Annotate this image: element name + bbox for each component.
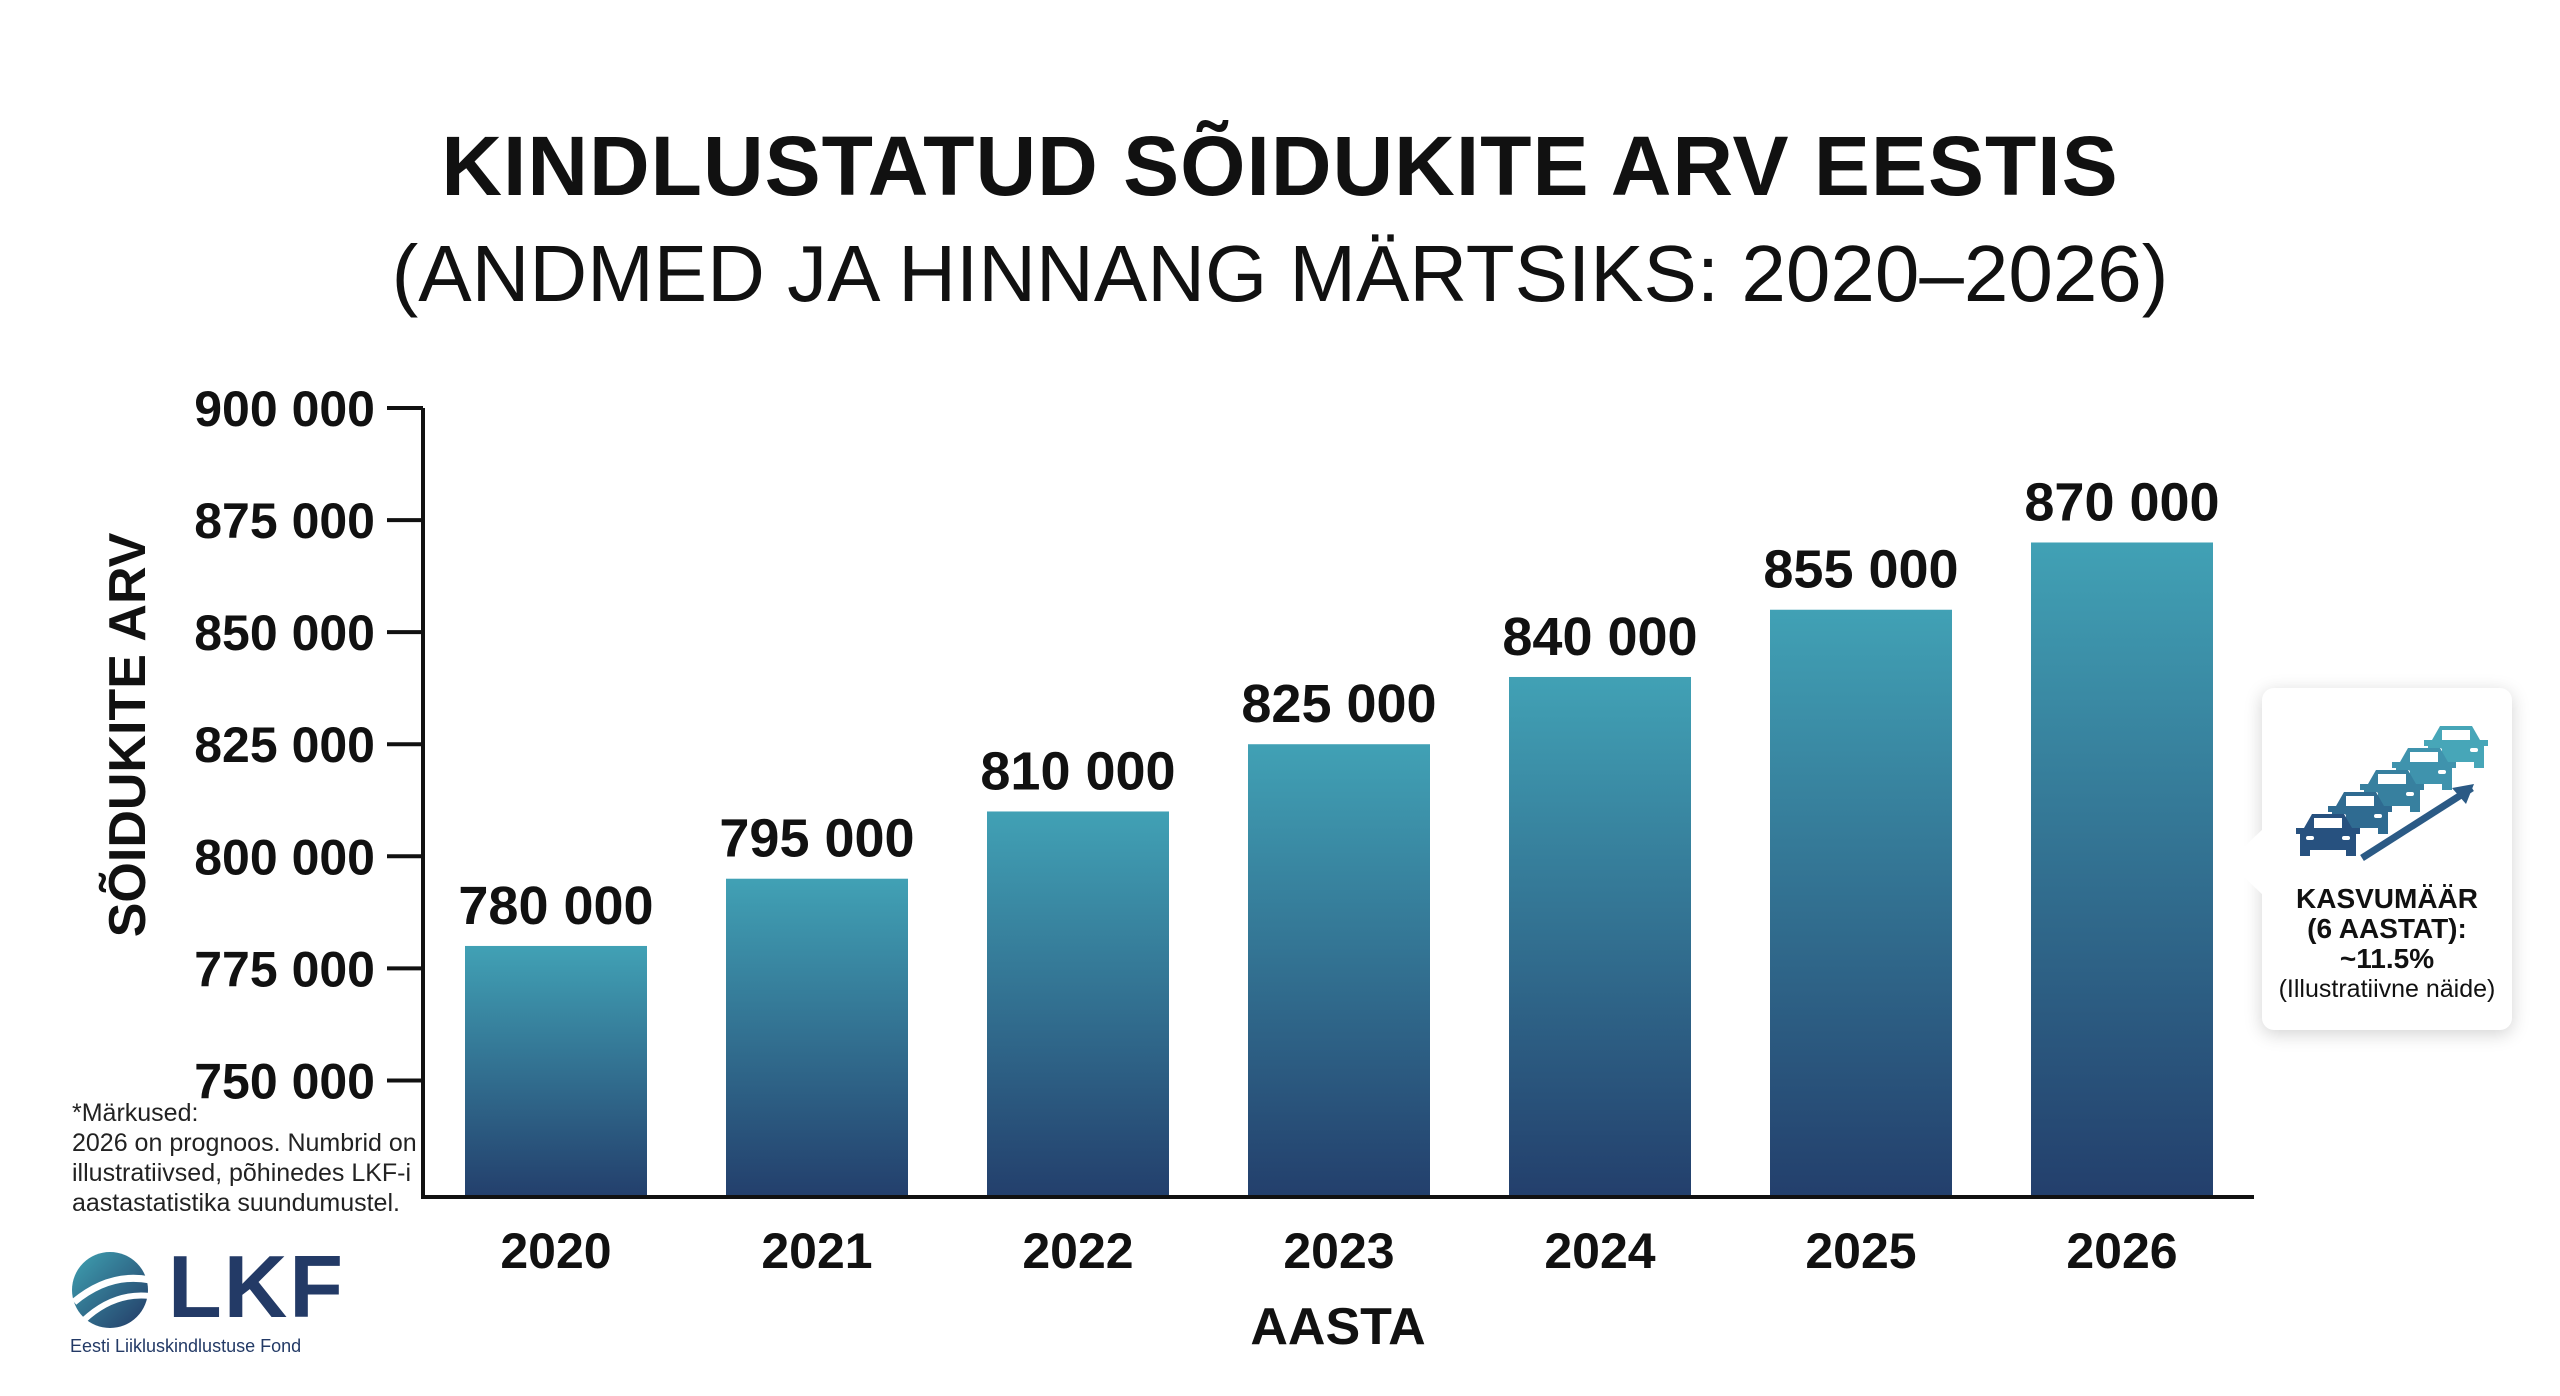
notes-heading: *Märkused: <box>72 1099 199 1127</box>
growth-callout: KASVUMÄÄR (6 AASTAT): ~11.5% (Illustrati… <box>2228 688 2512 1030</box>
data-label: 840 000 <box>1502 607 1697 667</box>
y-tick-label: 850 000 <box>194 605 375 661</box>
x-tick-label: 2021 <box>761 1223 872 1279</box>
y-axis-label: SÕIDUKITE ARV <box>98 532 157 937</box>
logo-globe-icon <box>71 1252 151 1328</box>
car-icon <box>2296 814 2360 856</box>
bar-2021 <box>726 878 908 1197</box>
cars-growth-icon <box>2296 726 2488 861</box>
notes: *Märkused: 2026 on prognoos. Numbrid on … <box>72 1098 432 1218</box>
bar-2020 <box>465 945 647 1197</box>
y-tick-label: 750 000 <box>194 1053 375 1109</box>
data-label: 825 000 <box>1241 674 1436 734</box>
chart-subtitle: (ANDMED JA HINNANG MÄRTSIKS: 2020–2026) <box>391 229 2169 318</box>
bar-2024 <box>1509 676 1691 1197</box>
x-tick-label: 2023 <box>1283 1223 1394 1279</box>
bar-2022 <box>987 811 1169 1197</box>
y-tick-label: 775 000 <box>194 941 375 997</box>
x-tick-label: 2022 <box>1022 1223 1133 1279</box>
lkf-logo: LKF Eesti Liikluskindlustuse Fond <box>70 1237 343 1356</box>
data-label: 855 000 <box>1763 540 1958 600</box>
logo-subtitle: Eesti Liikluskindlustuse Fond <box>70 1336 302 1356</box>
x-tick-label: 2020 <box>500 1223 611 1279</box>
x-tick-label: 2026 <box>2066 1223 2177 1279</box>
data-label: 810 000 <box>980 741 1175 801</box>
x-axis-label: AASTA <box>1250 1298 1425 1356</box>
data-label: 795 000 <box>719 809 914 869</box>
data-label: 780 000 <box>458 876 653 936</box>
y-tick-label: 875 000 <box>194 493 375 549</box>
callout-value: ~11.5% <box>2339 943 2435 974</box>
callout-period: (6 AASTAT): <box>2307 913 2467 944</box>
y-tick-label: 900 000 <box>194 381 375 437</box>
notes-body: 2026 on prognoos. Numbrid on illustratii… <box>72 1129 417 1217</box>
data-label: 870 000 <box>2024 472 2219 532</box>
bar-2023 <box>1248 744 1430 1197</box>
callout-note: (Illustratiivne näide) <box>2278 975 2496 1003</box>
chart-title: KINDLUSTATUD SÕIDUKITE ARV EESTIS <box>441 119 2119 213</box>
y-tick-label: 825 000 <box>194 717 375 773</box>
logo-name: LKF <box>168 1237 346 1336</box>
callout-title: KASVUMÄÄR <box>2296 883 2478 914</box>
x-tick-label: 2024 <box>1544 1223 1655 1279</box>
y-tick-label: 800 000 <box>194 829 375 885</box>
x-tick-label: 2025 <box>1805 1223 1916 1279</box>
bar-2026 <box>2031 542 2213 1197</box>
bar-2025 <box>1770 609 1952 1197</box>
